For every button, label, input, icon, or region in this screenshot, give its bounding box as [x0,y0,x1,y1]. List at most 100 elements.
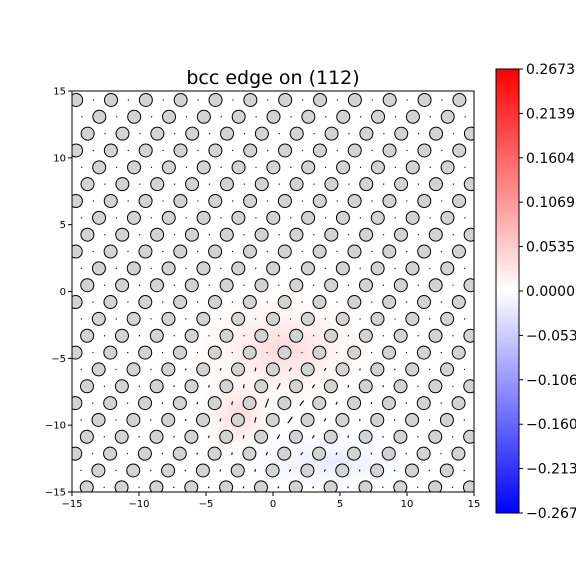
atom-marker [277,244,292,259]
displacement-arrow [208,284,210,287]
displacement-arrow [185,217,187,219]
atom-marker [253,480,268,492]
atom-marker [242,396,257,411]
atom-marker [405,160,420,175]
atom-marker [405,109,420,124]
atom-marker [58,262,71,275]
atom-marker [137,446,152,461]
displacement-arrow [441,99,443,101]
atom-marker [476,312,489,325]
atom-marker [394,177,409,192]
displacement-arrow [301,301,303,303]
displacement-arrow [347,435,349,439]
atom-marker [207,396,222,411]
atom-marker [462,480,474,492]
x-tick-label: 0 [270,499,276,510]
displacement-arrow [299,400,305,406]
displacement-arrow [289,267,292,270]
displacement-arrow [162,250,164,253]
displacement-arrow [406,149,408,152]
displacement-arrow [219,469,222,472]
chart-title: bcc edge on (112) [186,67,359,89]
atom-marker [451,295,466,310]
atom-marker [127,160,142,175]
atom-markers [58,92,489,492]
displacement-arrow [416,486,419,489]
atom-marker [72,92,84,107]
atom-marker [207,446,222,461]
displacement-arrow [440,351,443,354]
atom-marker [300,463,315,478]
atom-marker [150,177,165,192]
displacement-arrow [417,284,420,287]
displacement-arrow [313,132,315,135]
displacement-arrow [440,402,442,404]
displacement-arrow [323,469,326,472]
atom-marker [149,278,164,293]
atom-marker [300,311,315,326]
atom-marker [150,227,165,242]
displacement-arrow [185,318,187,320]
atom-marker [428,379,443,394]
atom-marker [289,177,304,192]
displacement-arrow [394,318,396,320]
atom-marker [440,362,455,377]
atom-marker [405,362,420,377]
atom-marker [277,194,292,209]
atom-marker [138,345,153,360]
displacement-arrow [173,385,176,388]
atom-marker [103,244,118,259]
atom-marker [103,295,118,310]
atom-marker [347,244,362,259]
displacement-arrow [440,200,443,202]
atom-marker [347,92,362,107]
atom-marker [335,311,350,326]
atom-marker [301,109,316,124]
displacement-arrow [405,402,408,405]
atom-marker [394,126,409,141]
displacement-arrow [301,149,304,152]
atom-marker [243,194,258,209]
atom-marker [265,463,280,478]
displacement-arrow [196,452,199,455]
atom-marker [301,210,316,225]
colorbar-gradient [495,68,520,514]
colorbar-tick-label: −0.2139 [526,462,576,478]
atom-marker [463,126,474,141]
colorbar-tick-label: 0.2139 [526,106,575,122]
displacement-arrow [196,351,199,354]
atom-marker [184,227,199,242]
y-tick-label: 15 [53,87,66,98]
displacement-arrow [440,452,442,455]
atom-marker [300,362,315,377]
atom-marker [289,126,304,141]
atom-marker [184,480,199,492]
atom-marker [451,244,466,259]
atom-marker [463,328,474,343]
atom-marker [72,143,84,158]
displacement-arrow [347,384,350,388]
atom-marker [277,446,292,461]
atom-marker [254,126,269,141]
displacement-arrow [161,402,164,405]
atom-marker [346,446,361,461]
atom-marker [312,446,327,461]
atom-marker [300,412,315,427]
atom-marker [80,278,95,293]
atom-marker [277,295,292,310]
atom-marker [336,109,351,124]
atom-marker [219,480,234,492]
atom-marker [358,379,373,394]
atom-marker [452,92,467,107]
atom-marker [370,412,385,427]
displacement-arrow [289,318,292,320]
atom-marker [161,160,176,175]
x-tick-label: −15 [61,499,82,510]
atom-marker [126,463,141,478]
atom-marker [312,244,327,259]
atom-marker [358,278,373,293]
displacement-arrow [406,99,408,101]
atom-marker [405,261,420,276]
atom-marker [405,412,420,427]
atom-marker [207,345,222,360]
